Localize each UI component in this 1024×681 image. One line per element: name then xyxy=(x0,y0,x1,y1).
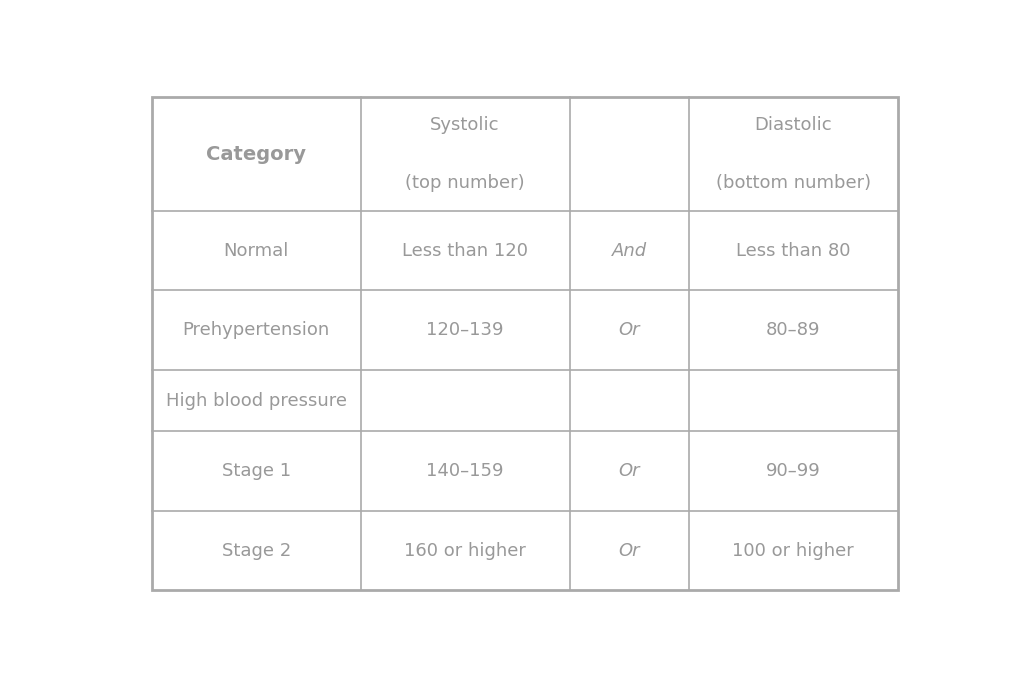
Text: Or: Or xyxy=(618,462,640,480)
Text: And: And xyxy=(611,242,647,259)
Text: Or: Or xyxy=(618,321,640,339)
Text: Diastolic

(bottom number): Diastolic (bottom number) xyxy=(716,116,871,192)
Text: Prehypertension: Prehypertension xyxy=(182,321,330,339)
Text: 140–159: 140–159 xyxy=(426,462,504,480)
Text: Stage 2: Stage 2 xyxy=(221,541,291,560)
Text: 80–89: 80–89 xyxy=(766,321,820,339)
Text: High blood pressure: High blood pressure xyxy=(166,392,347,409)
Text: 160 or higher: 160 or higher xyxy=(404,541,526,560)
Text: 90–99: 90–99 xyxy=(766,462,820,480)
Text: 120–139: 120–139 xyxy=(426,321,504,339)
Text: Stage 1: Stage 1 xyxy=(221,462,291,480)
Text: Category: Category xyxy=(206,144,306,163)
Text: Systolic

(top number): Systolic (top number) xyxy=(406,116,525,192)
Text: 100 or higher: 100 or higher xyxy=(732,541,854,560)
Text: Normal: Normal xyxy=(223,242,289,259)
Text: Less than 120: Less than 120 xyxy=(402,242,528,259)
Text: Less than 80: Less than 80 xyxy=(736,242,851,259)
Text: Or: Or xyxy=(618,541,640,560)
